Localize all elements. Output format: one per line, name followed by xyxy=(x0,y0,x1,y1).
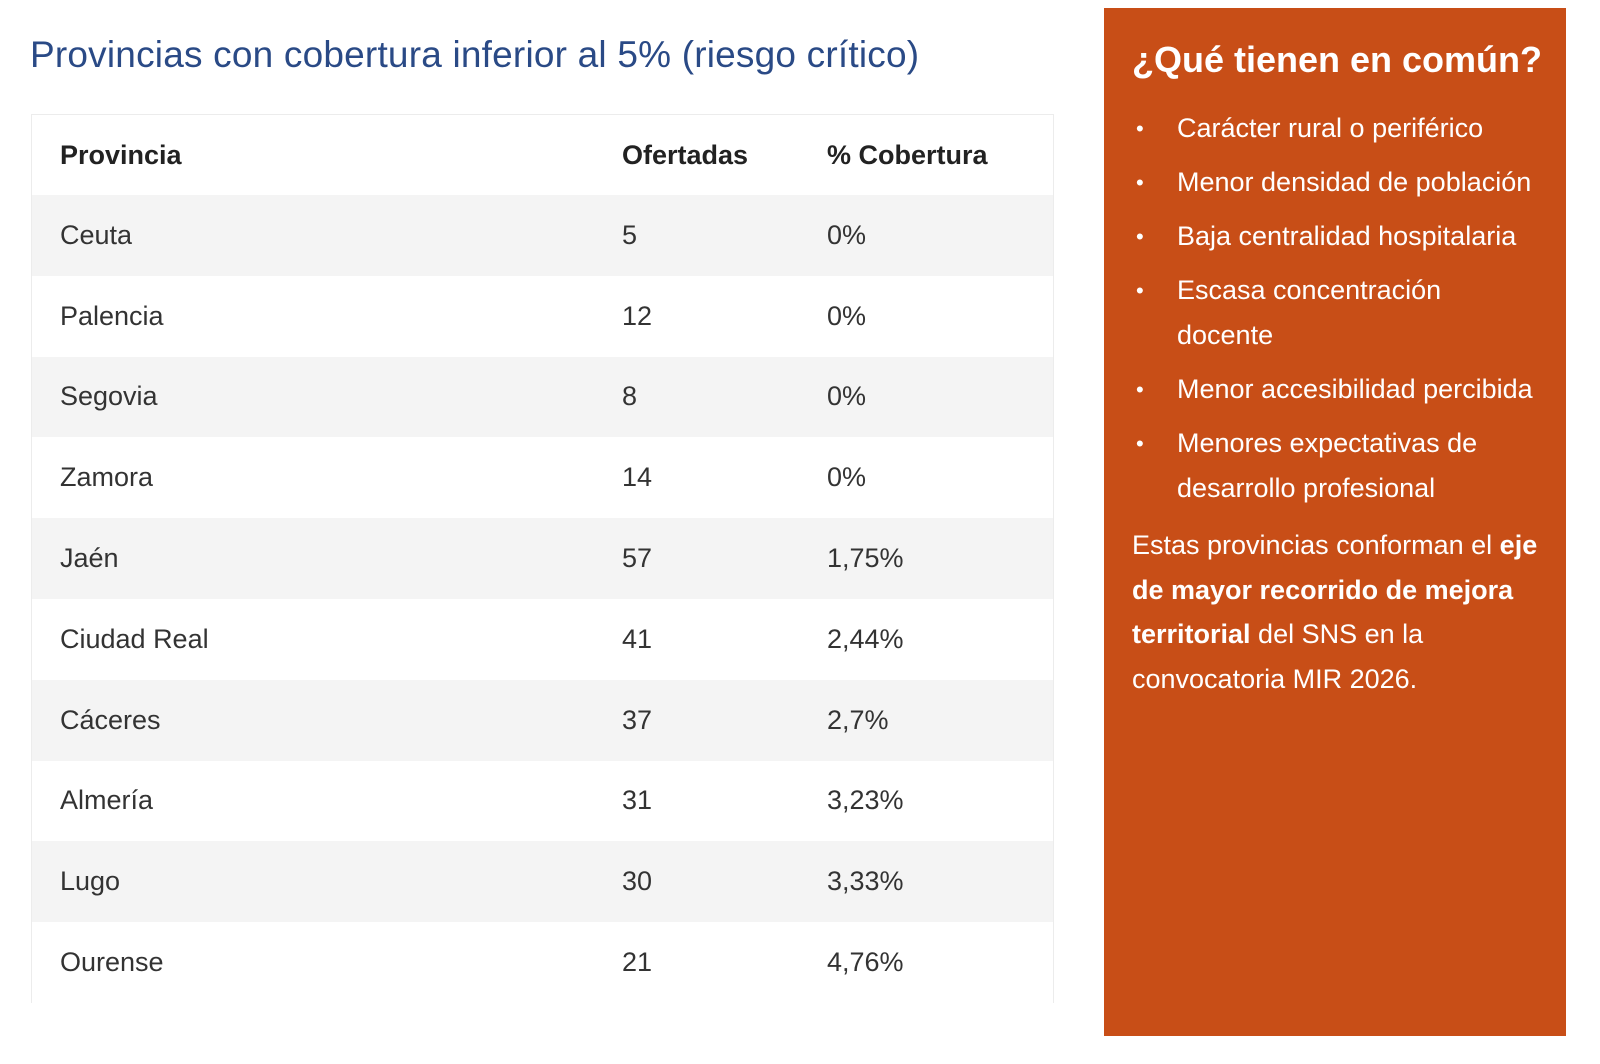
list-item: • Menor densidad de población xyxy=(1132,160,1538,205)
coverage-table: Provincia Ofertadas % Cobertura Ceuta 5 … xyxy=(32,115,1053,1003)
cell-provincia: Jaén xyxy=(60,543,119,574)
cell-cobertura: 0% xyxy=(827,381,867,412)
common-traits-panel: ¿Qué tienen en común? • Carácter rural o … xyxy=(1104,8,1566,1036)
list-item: • Baja centralidad hospitalaria xyxy=(1132,214,1538,259)
panel-title: ¿Qué tienen en común? xyxy=(1132,39,1543,80)
page-title: Provincias con cobertura inferior al 5% … xyxy=(30,34,920,75)
list-item-text: Escasa concentración docente xyxy=(1177,275,1442,350)
list-item-text: Menor densidad de población xyxy=(1177,167,1532,197)
table-row: Lugo 30 3,33% xyxy=(32,841,1053,923)
cell-ofertadas: 41 xyxy=(622,623,653,654)
bullet-icon: • xyxy=(1136,431,1144,456)
note-text-before: Estas provincias conforman el xyxy=(1132,530,1500,560)
table-row: Ceuta 5 0% xyxy=(32,195,1053,276)
cell-cobertura: 3,33% xyxy=(827,866,904,897)
cell-provincia: Cáceres xyxy=(60,704,161,735)
cell-ofertadas: 21 xyxy=(622,947,653,978)
list-item: • Carácter rural o periférico xyxy=(1132,106,1538,151)
list-item: • Menor accesibilidad percibida xyxy=(1132,367,1538,412)
table-row: Ourense 21 4,76% xyxy=(32,922,1053,1003)
note-emphasis: eje de mayor recorrido de mejora territo… xyxy=(1132,530,1538,649)
cell-provincia: Segovia xyxy=(60,381,158,412)
cell-cobertura: 0% xyxy=(827,219,867,250)
cell-provincia: Ourense xyxy=(60,947,164,978)
bullet-icon: • xyxy=(1136,116,1144,141)
cell-provincia: Zamora xyxy=(60,462,154,493)
note-text-after: del SNS en la convocatoria MIR 2026. xyxy=(1132,619,1424,694)
table-row: Jaén 57 1,75% xyxy=(32,518,1053,599)
traits-list: • Carácter rural o periférico • Menor dens… xyxy=(1132,106,1538,511)
table-row: Ciudad Real 41 2,44% xyxy=(32,598,1053,680)
table-row: Cáceres 37 2,7% xyxy=(32,679,1053,761)
cell-provincia: Almería xyxy=(60,785,154,816)
list-item-text: Menores expectativas de desarrollo profe… xyxy=(1177,428,1478,503)
list-item-text: Menor accesibilidad percibida xyxy=(1177,374,1533,404)
panel-note: Estas provincias conforman el eje de may… xyxy=(1132,523,1538,701)
bullet-icon: • xyxy=(1136,278,1144,303)
header-provincia: Provincia xyxy=(60,139,182,170)
cell-ofertadas: 5 xyxy=(622,219,638,250)
bullet-icon: • xyxy=(1136,170,1144,195)
cell-cobertura: 0% xyxy=(827,462,867,493)
cell-ofertadas: 30 xyxy=(622,866,653,897)
cell-ofertadas: 8 xyxy=(622,381,638,412)
table-header-row: Provincia Ofertadas % Cobertura xyxy=(32,115,1053,195)
cell-ofertadas: 31 xyxy=(622,785,653,816)
list-item: • Escasa concentración docente xyxy=(1132,268,1538,358)
list-item-text: Baja centralidad hospitalaria xyxy=(1177,221,1517,251)
bullet-icon: • xyxy=(1136,377,1144,402)
cell-ofertadas: 37 xyxy=(622,704,653,735)
cell-ofertadas: 57 xyxy=(622,543,653,574)
cell-ofertadas: 12 xyxy=(622,300,653,331)
table-row: Palencia 12 0% xyxy=(32,275,1053,357)
coverage-table-card: Provincia Ofertadas % Cobertura Ceuta 5 … xyxy=(31,114,1054,1003)
cell-cobertura: 0% xyxy=(827,300,867,331)
cell-provincia: Palencia xyxy=(60,300,164,331)
list-item-text: Carácter rural o periférico xyxy=(1177,113,1484,143)
table-row: Segovia 8 0% xyxy=(32,356,1053,438)
cell-provincia: Ceuta xyxy=(60,219,133,250)
table-row: Almería 31 3,23% xyxy=(32,760,1053,842)
cell-cobertura: 2,44% xyxy=(827,623,904,654)
cell-provincia: Lugo xyxy=(60,866,121,897)
header-cobertura: % Cobertura xyxy=(827,139,988,170)
list-item: • Menores expectativas de desarrollo prof… xyxy=(1132,421,1538,511)
cell-cobertura: 3,23% xyxy=(827,785,904,816)
cell-ofertadas: 14 xyxy=(622,462,653,493)
cell-cobertura: 1,75% xyxy=(827,543,904,574)
cell-cobertura: 4,76% xyxy=(827,947,904,978)
table-row: Zamora 14 0% xyxy=(32,437,1053,519)
header-ofertadas: Ofertadas xyxy=(622,139,749,170)
bullet-icon: • xyxy=(1136,224,1144,249)
cell-provincia: Ciudad Real xyxy=(60,623,209,654)
cell-cobertura: 2,7% xyxy=(827,704,889,735)
